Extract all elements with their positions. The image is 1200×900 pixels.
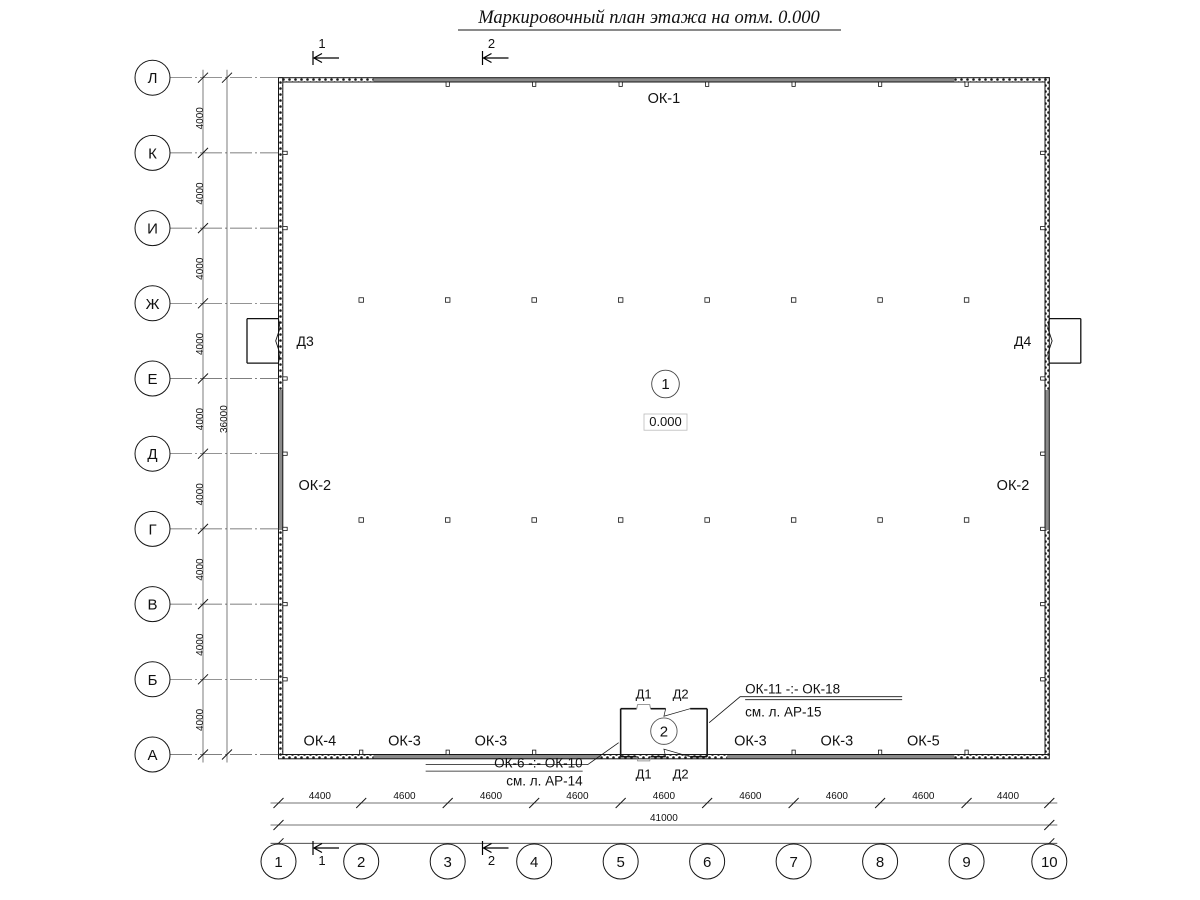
svg-text:ОК-3: ОК-3 [734, 734, 767, 750]
svg-text:7: 7 [789, 854, 797, 871]
svg-text:10: 10 [1041, 854, 1058, 871]
svg-text:Д4: Д4 [1014, 333, 1031, 349]
svg-text:0.000: 0.000 [649, 414, 682, 429]
svg-text:4400: 4400 [309, 791, 332, 802]
svg-text:2: 2 [660, 723, 668, 740]
svg-text:Д2: Д2 [673, 767, 689, 782]
svg-text:Б: Б [148, 672, 158, 689]
svg-text:4000: 4000 [195, 708, 206, 731]
svg-text:А: А [147, 747, 157, 764]
svg-text:ОК-6 -:- ОК-10: ОК-6 -:- ОК-10 [494, 756, 583, 771]
svg-text:4000: 4000 [195, 408, 206, 431]
svg-text:4000: 4000 [195, 483, 206, 506]
svg-text:5: 5 [616, 854, 624, 871]
svg-text:И: И [147, 221, 158, 238]
svg-text:4600: 4600 [393, 791, 416, 802]
svg-text:4600: 4600 [480, 791, 503, 802]
svg-text:41000: 41000 [650, 813, 678, 824]
svg-text:9: 9 [962, 854, 970, 871]
svg-text:4600: 4600 [566, 791, 589, 802]
svg-text:Д3: Д3 [297, 333, 314, 349]
svg-text:В: В [147, 597, 157, 614]
svg-text:Д2: Д2 [673, 687, 689, 702]
svg-text:ОК-3: ОК-3 [388, 734, 421, 750]
svg-text:см. л. АР-15: см. л. АР-15 [745, 705, 821, 720]
svg-text:ОК-11 -:- ОК-18: ОК-11 -:- ОК-18 [745, 682, 840, 697]
svg-text:2: 2 [357, 854, 365, 871]
svg-text:Е: Е [147, 371, 157, 388]
svg-text:36000: 36000 [219, 405, 230, 433]
svg-text:3: 3 [444, 854, 452, 871]
svg-text:К: К [148, 145, 157, 162]
svg-text:4000: 4000 [195, 633, 206, 656]
svg-text:Д1: Д1 [636, 767, 652, 782]
svg-text:4600: 4600 [826, 791, 849, 802]
svg-text:4600: 4600 [739, 791, 762, 802]
svg-text:4000: 4000 [195, 332, 206, 355]
svg-text:Ж: Ж [146, 296, 160, 313]
svg-text:1: 1 [274, 854, 282, 871]
svg-text:4000: 4000 [195, 558, 206, 581]
svg-text:2: 2 [488, 853, 495, 868]
svg-text:4600: 4600 [912, 791, 935, 802]
svg-text:1: 1 [318, 853, 325, 868]
svg-text:2: 2 [488, 36, 495, 51]
svg-text:1: 1 [661, 376, 669, 393]
svg-text:см. л. АР-14: см. л. АР-14 [506, 774, 583, 789]
svg-text:4000: 4000 [195, 182, 206, 205]
svg-text:ОК-3: ОК-3 [821, 734, 854, 750]
svg-text:4000: 4000 [195, 107, 206, 130]
svg-text:ОК-2: ОК-2 [997, 478, 1030, 494]
svg-text:8: 8 [876, 854, 884, 871]
svg-text:4000: 4000 [195, 257, 206, 280]
svg-text:4: 4 [530, 854, 538, 871]
svg-text:ОК-5: ОК-5 [907, 734, 940, 750]
svg-text:1: 1 [318, 36, 325, 51]
svg-text:Г: Г [148, 521, 156, 538]
svg-text:ОК-3: ОК-3 [475, 734, 508, 750]
svg-text:Л: Л [148, 70, 158, 87]
svg-text:6: 6 [703, 854, 711, 871]
svg-text:ОК-2: ОК-2 [299, 478, 332, 494]
svg-text:Д: Д [147, 446, 157, 463]
svg-text:4600: 4600 [653, 791, 676, 802]
svg-text:4400: 4400 [997, 791, 1020, 802]
svg-text:ОК-1: ОК-1 [648, 91, 681, 107]
svg-text:Д1: Д1 [636, 687, 652, 702]
svg-text:ОК-4: ОК-4 [304, 734, 337, 750]
svg-text:Маркировочный план этажа на от: Маркировочный план этажа на отм. 0.000 [477, 8, 820, 28]
